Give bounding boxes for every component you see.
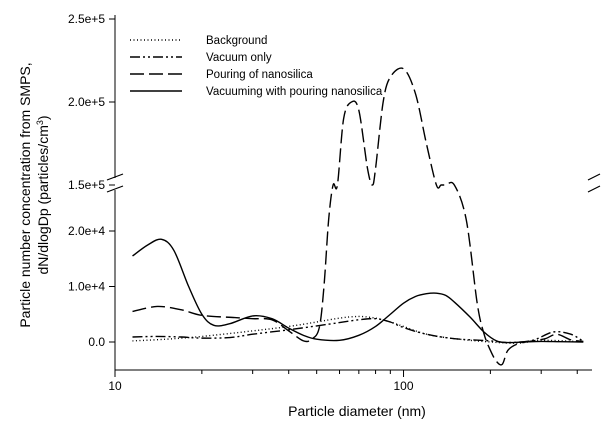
y-tick-label: 1.0e+4: [68, 280, 105, 294]
series-line: [132, 238, 584, 344]
y-axis-title: Particle number concentration from SMPS,…: [17, 62, 51, 327]
axis-break-left-bottom: [106, 185, 124, 193]
y-axis-title-line1: Particle number concentration from SMPS,: [17, 62, 33, 327]
series-layer: [132, 67, 584, 366]
y-axis-title-line2-sup: 3: [35, 120, 45, 125]
y-axis-title-line2-prefix: dN/dlogDp (particles/cm: [35, 125, 51, 274]
series-line: [132, 315, 578, 344]
x-tick-label: 100: [394, 379, 414, 393]
axes: [114, 15, 592, 371]
legend-label: Pouring of nanosilica: [206, 69, 313, 81]
y-axis-title-line2: dN/dlogDp (particles/cm3): [35, 115, 51, 274]
legend: Background Vacuum only Pouring of nanosili…: [130, 35, 383, 98]
legend-label: Vacuuming with pouring nanosilica: [206, 86, 383, 98]
y-ticks: 0.0 1.0e+4 2.0e+4 1.5e+5 2.0e+5 2.5e+5: [68, 12, 115, 349]
x-ticks: 10 100: [108, 370, 578, 393]
x-tick-label: 10: [108, 379, 122, 393]
axis-break-left-top: [106, 173, 124, 181]
y-axis-title-line2-suffix: ): [35, 115, 51, 120]
axis-break-right-top: [587, 173, 601, 181]
legend-label: Background: [206, 35, 267, 47]
axis-break-right-bottom: [587, 185, 601, 193]
series-line: [132, 317, 584, 344]
series-line: [132, 67, 584, 366]
y-tick-label: 2.0e+5: [68, 95, 105, 109]
y-tick-label: 1.5e+5: [68, 178, 105, 192]
x-axis-title: Particle diameter (nm): [288, 403, 426, 419]
axis-break-marks: [106, 173, 601, 193]
y-tick-label: 2.0e+4: [68, 224, 105, 238]
legend-label: Vacuum only: [206, 52, 272, 64]
y-tick-label: 0.0: [88, 335, 105, 349]
y-tick-label: 2.5e+5: [68, 12, 105, 26]
